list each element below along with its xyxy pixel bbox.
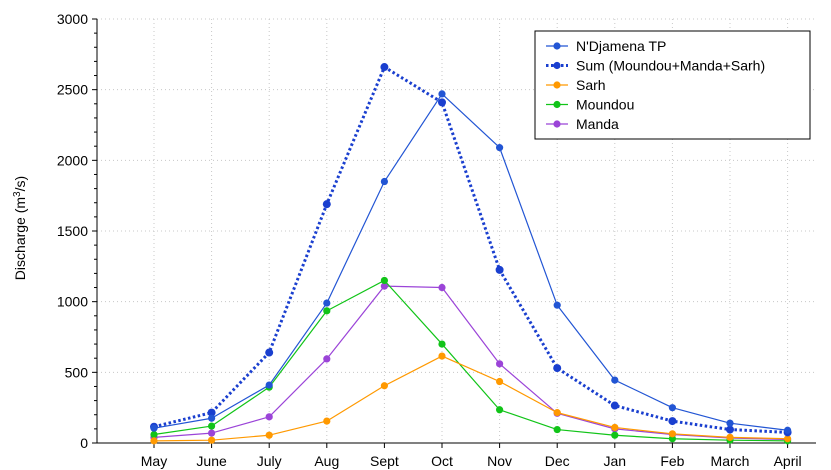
data-point (208, 414, 216, 422)
x-tick-label: Sept (370, 453, 399, 469)
legend-label: Manda (576, 116, 619, 132)
data-point (438, 98, 446, 107)
legend-swatch-marker (553, 120, 561, 128)
x-tick-label: Jan (604, 453, 627, 469)
data-point (611, 376, 619, 384)
legend-swatch-marker (553, 61, 561, 70)
data-point (726, 425, 734, 434)
x-tick-label: Nov (487, 453, 512, 469)
legend-box (534, 30, 811, 140)
legend-label: Sum (Moundou+Manda+Sarh) (576, 58, 765, 74)
data-point (553, 301, 561, 309)
y-tick-label: 500 (65, 364, 89, 380)
series-line (153, 355, 788, 442)
data-point (496, 377, 504, 386)
data-point (323, 355, 331, 363)
data-point (207, 408, 216, 417)
x-tick-label: March (711, 453, 750, 469)
legend-swatch-marker (553, 81, 561, 89)
data-point (495, 265, 504, 274)
x-tick-label: Feb (660, 453, 684, 469)
data-point (553, 425, 561, 434)
data-point (496, 406, 504, 414)
y-tick-label: 2500 (57, 82, 88, 98)
data-point (496, 144, 504, 152)
legend-swatch-marker (553, 42, 561, 50)
data-point (438, 90, 446, 98)
data-point (265, 348, 274, 357)
grid-lines (97, 18, 816, 443)
data-point (265, 413, 273, 421)
legend: N'Djamena TP Sum (Moundou+Manda+Sarh) Sarh… (534, 30, 811, 140)
data-point (553, 364, 562, 373)
data-point (611, 431, 619, 439)
data-point (208, 436, 216, 444)
data-point (150, 424, 158, 432)
data-point (784, 435, 792, 443)
x-tick-label: Dec (545, 453, 570, 469)
data-point (322, 200, 331, 209)
axes (92, 18, 816, 448)
x-tick-label: Oct (431, 453, 453, 469)
x-tick-label: Aug (314, 453, 339, 469)
y-tick-label: 1000 (57, 294, 88, 310)
data-point (438, 283, 446, 292)
data-point (496, 360, 504, 368)
series-line (153, 279, 788, 442)
data-point (323, 299, 331, 307)
y-axis-title-main: Discharge (m (12, 197, 28, 280)
y-tick-labels: 0 500 1000 1500 2000 2500 3000 (57, 11, 88, 451)
data-point (611, 423, 619, 432)
legend-label: N'Djamena TP (576, 38, 666, 54)
data-point (208, 429, 216, 437)
x-tick-labels: May June July Aug Sept Oct Nov Dec Jan Feb March Ap… (141, 453, 802, 469)
y-tick-label: 2000 (57, 152, 88, 168)
data-point (668, 435, 677, 443)
y-tick-label: 0 (80, 435, 88, 451)
y-axis-title-end: /s) (12, 176, 28, 192)
data-point (726, 419, 734, 427)
data-point (323, 307, 331, 315)
data-point (553, 409, 561, 417)
data-point (610, 401, 619, 410)
data-point (323, 417, 331, 425)
data-point (265, 431, 273, 439)
x-tick-label: April (774, 453, 802, 469)
data-point (668, 404, 677, 412)
y-axis-title: Discharge (m3/s) (12, 176, 28, 280)
data-point (150, 437, 158, 445)
data-point (668, 430, 677, 438)
data-point (438, 340, 446, 348)
legend-label: Moundou (576, 97, 634, 113)
y-tick-label: 1500 (57, 223, 88, 239)
x-tick-label: July (257, 453, 282, 469)
data-point (438, 352, 446, 360)
data-point (150, 430, 158, 439)
data-point (208, 422, 216, 430)
data-point (380, 177, 388, 186)
data-point (265, 381, 273, 389)
y-tick-label: 3000 (57, 11, 88, 27)
data-point (380, 276, 388, 285)
legend-label: Sarh (576, 77, 606, 93)
data-point (784, 426, 792, 434)
series-line (153, 93, 788, 431)
series-line (153, 65, 788, 434)
data-point (380, 282, 388, 290)
series-line (153, 285, 788, 441)
data-point (380, 63, 389, 72)
data-point (726, 433, 734, 441)
y-axis-title-sup: 3 (12, 191, 23, 197)
legend-swatch-marker (553, 100, 561, 109)
x-tick-label: May (141, 453, 167, 469)
series-lines (150, 63, 792, 445)
data-point (380, 382, 388, 390)
data-point (668, 417, 677, 426)
x-tick-label: June (196, 453, 227, 469)
